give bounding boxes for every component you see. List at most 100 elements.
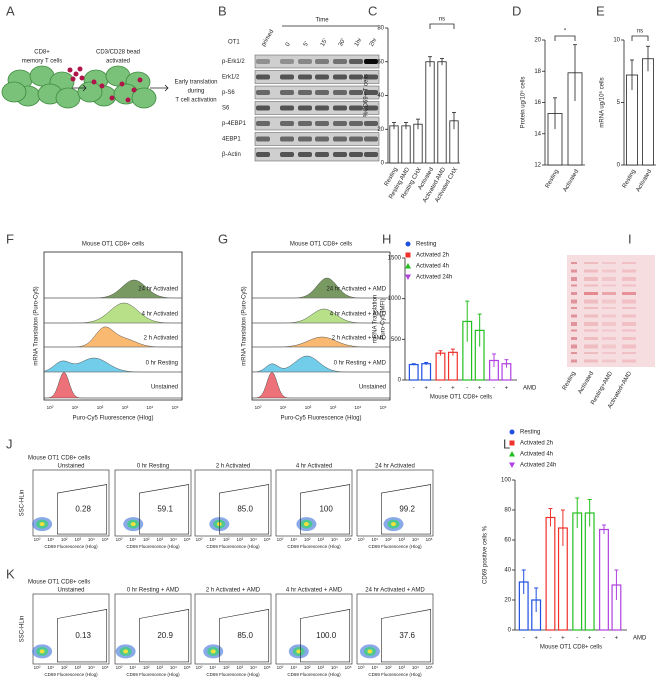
y-axis-label: SSC-HLin: [20, 490, 26, 517]
bar: [413, 123, 423, 164]
x-tick-label: 10¹: [47, 665, 54, 670]
gel-band: [602, 262, 616, 264]
x-tick-label: 10⁴: [88, 665, 95, 670]
x-axis-label: CD69 Fluorescence (Hlog): [126, 544, 180, 549]
x-tick-label: 10²: [143, 537, 150, 542]
x-tick-label: 10⁴: [412, 537, 419, 542]
x-tick-label: 10⁰: [277, 665, 284, 670]
label: 15': [320, 38, 329, 48]
x-tick-label: -: [549, 636, 551, 642]
x-tick-label: 10⁰: [196, 537, 203, 542]
gel-band: [602, 322, 616, 326]
panel-label: A: [6, 3, 15, 18]
y-tick-label: 60: [504, 538, 511, 544]
legend-marker: [509, 451, 515, 457]
band: [333, 90, 347, 95]
x-tick-label: +: [588, 636, 592, 642]
plot-title: Unstained: [57, 464, 84, 470]
x-tick-label: 10¹: [290, 665, 297, 670]
annotation: *: [564, 29, 567, 35]
band: [349, 121, 363, 126]
band: [280, 152, 294, 157]
panel-label: I: [628, 231, 632, 246]
gel-band: [571, 299, 577, 304]
x-tick-label: 10⁴: [331, 537, 338, 542]
label: during: [188, 89, 205, 95]
y-tick-label: 0: [381, 161, 385, 167]
cell: [1, 81, 27, 103]
gel-band: [571, 344, 577, 349]
bar: [389, 125, 399, 164]
x-tick-label: -: [576, 636, 578, 642]
label: β-Actin: [222, 152, 241, 158]
x-tick-label: 10¹: [47, 537, 54, 542]
lane-label: Resting: [562, 371, 577, 392]
gate: [219, 484, 270, 535]
x-axis-label: Mouse OT1 CD8+ cells: [430, 395, 492, 401]
gate: [57, 484, 108, 535]
track-label: 24 hr Activated + AMD: [326, 287, 386, 293]
track-label: 2 h Activated + AMD: [332, 336, 387, 342]
gel-band: [584, 352, 598, 354]
gel-band: [584, 292, 598, 295]
label: p-Erk1/2: [222, 59, 245, 65]
plot-frame: [251, 251, 391, 401]
band: [315, 152, 329, 157]
band: [298, 105, 312, 111]
plot-frame: [194, 469, 272, 537]
x-tick-label: 10⁴: [170, 537, 177, 542]
bead: [125, 97, 131, 103]
gel-band: [622, 314, 636, 318]
gel-band: [571, 269, 577, 273]
group-label: AMD: [523, 386, 537, 392]
gel-band: [584, 284, 598, 287]
legend-marker: [405, 252, 411, 258]
gel-band: [622, 277, 636, 281]
sig-bracket: [631, 35, 649, 41]
band: [280, 59, 294, 64]
gel-band: [602, 337, 616, 340]
x-tick-label: 10²: [304, 665, 311, 670]
bar: [584, 512, 595, 631]
bead: [131, 87, 137, 93]
label: activated: [106, 59, 130, 65]
band: [256, 90, 270, 95]
panel-label: D: [512, 3, 521, 18]
x-tick-label: -: [603, 636, 605, 642]
x-tick-label: 10⁵: [345, 537, 352, 542]
band: [364, 74, 378, 80]
gel-band: [571, 359, 577, 363]
label: 2hr: [369, 37, 379, 48]
x-tick-label: 10⁴: [147, 405, 154, 410]
track-label: 0 hr Resting: [146, 361, 178, 367]
panel-title: Mouse OT1 CD8+ cells: [82, 242, 144, 248]
label: Erk1/2: [222, 75, 240, 81]
bead: [137, 77, 143, 83]
band: [280, 74, 294, 80]
y-axis-label: mRNA Translation (Puro-Cy5): [242, 286, 248, 365]
x-tick-label: 10¹: [72, 405, 79, 410]
x-tick-label: 10²: [305, 405, 312, 410]
band: [256, 152, 270, 157]
panel-title: Mouse OT1 CD8+ cells: [28, 456, 90, 462]
x-tick-label: 10²: [304, 537, 311, 542]
gel-band: [602, 299, 616, 304]
x-tick-label: 10¹: [209, 665, 216, 670]
band: [256, 136, 270, 142]
band: [315, 136, 329, 142]
gate-value: 85.0: [237, 631, 253, 640]
x-tick-label: 10³: [75, 665, 82, 670]
gel: [567, 255, 655, 367]
group-label: AMD: [633, 636, 647, 642]
bead: [73, 71, 79, 77]
bead: [109, 95, 115, 101]
x-tick-label: +: [615, 636, 619, 642]
y-tick-label: 20: [504, 598, 511, 604]
x-tick-label: +: [534, 636, 538, 642]
gel-band: [584, 322, 598, 326]
x-axis-label: CD69 Fluorescence (Hlog): [44, 672, 98, 677]
y-tick-label: 1000: [388, 296, 402, 302]
y-axis-label: SSC-HLin: [20, 616, 26, 643]
x-tick-label: 10²: [385, 537, 392, 542]
track-label: 0 hr Resting + AMD: [334, 361, 387, 367]
